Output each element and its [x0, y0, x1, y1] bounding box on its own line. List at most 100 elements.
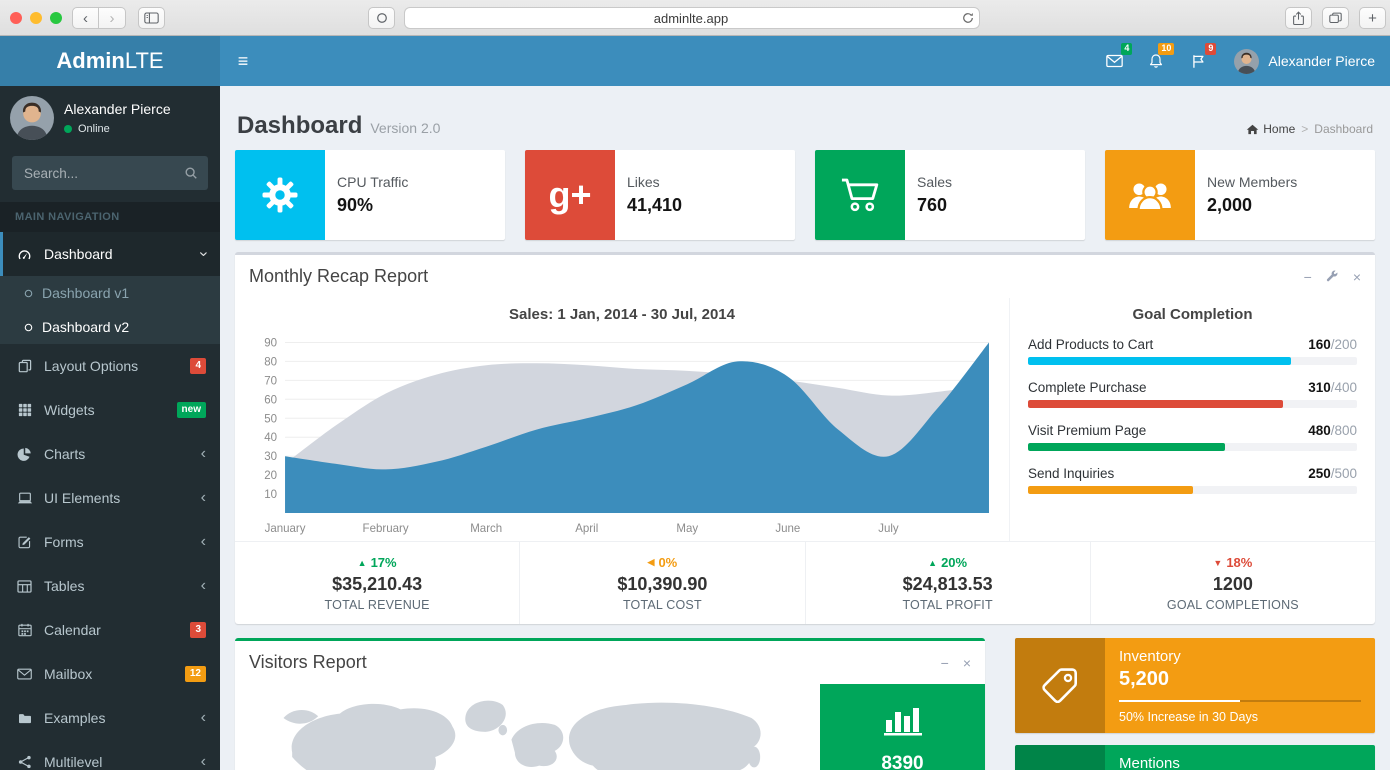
- user-menu[interactable]: Alexander Pierce: [1219, 36, 1390, 86]
- cart-icon: [815, 150, 905, 240]
- stat-total-profit: ▲ 20% $24,813.53 TOTAL PROFIT: [806, 542, 1091, 624]
- browser-new-tab-button[interactable]: +: [1359, 7, 1386, 29]
- window-minimize-button[interactable]: [30, 12, 42, 24]
- goal-completion-panel: Goal Completion Add Products to Cart 160…: [1010, 298, 1375, 541]
- circle-icon: [376, 13, 387, 23]
- search-button[interactable]: [174, 156, 208, 190]
- info-box-sales: Sales 760: [815, 150, 1085, 240]
- close-button[interactable]: ×: [1353, 270, 1361, 284]
- forward-icon: ›: [109, 9, 115, 27]
- page-title: Dashboard: [237, 112, 363, 139]
- svg-text:March: March: [470, 523, 502, 535]
- goal-item: Send Inquiries 250/500: [1028, 466, 1357, 494]
- sidebar-item-multilevel[interactable]: Multilevel ‹: [0, 740, 220, 770]
- app-navbar: Admin LTE ≡ 4 10 9 Alexander Pierce: [0, 36, 1390, 86]
- submenu-item-label: Dashboard v2: [42, 319, 130, 335]
- users-icon: [1105, 150, 1195, 240]
- sidebar-user-status: Online: [64, 123, 171, 135]
- info-box-value: 90%: [337, 195, 374, 215]
- sidebar-item-widgets[interactable]: Widgets new: [0, 388, 220, 432]
- inventory-box: Inventory 5,200 50% Increase in 30 Days: [1015, 638, 1375, 733]
- goal-value: 480: [1308, 423, 1331, 438]
- stat-total-revenue: ▲ 17% $35,210.43 TOTAL REVENUE: [235, 542, 521, 624]
- sidebar-item-label: Forms: [44, 534, 84, 550]
- close-button[interactable]: ×: [963, 656, 971, 670]
- svg-text:February: February: [363, 523, 409, 535]
- sidebar-item-dashboard-v1[interactable]: Dashboard v1: [0, 276, 220, 310]
- breadcrumb-home-link[interactable]: Home: [1246, 122, 1295, 136]
- sidebar-item-dashboard[interactable]: Dashboard ‹: [0, 232, 220, 276]
- info-box-label: New Members: [1207, 174, 1298, 190]
- layout-options-badge: 4: [190, 358, 206, 374]
- progress-bar: [1028, 357, 1357, 365]
- close-icon: ×: [1352, 268, 1361, 285]
- window-zoom-button[interactable]: [50, 12, 62, 24]
- side-box-description: 50% Increase in 30 Days: [1119, 710, 1258, 724]
- svg-text:May: May: [676, 523, 698, 535]
- browser-tabs-overview-button[interactable]: [1322, 7, 1349, 29]
- progress-bar: [1119, 700, 1361, 702]
- dashboard-submenu: Dashboard v1 Dashboard v2: [0, 276, 220, 344]
- window-close-button[interactable]: [10, 12, 22, 24]
- pie-chart-icon: [15, 447, 34, 462]
- url-input[interactable]: [405, 10, 957, 26]
- sidebar-item-forms[interactable]: Forms ‹: [0, 520, 220, 564]
- submenu-item-label: Dashboard v1: [42, 285, 130, 301]
- online-dot-icon: [64, 125, 72, 133]
- chevron-down-icon: ‹: [194, 251, 212, 257]
- user-avatar: [1234, 48, 1260, 74]
- address-bar[interactable]: [404, 7, 980, 29]
- sidebar-item-examples[interactable]: Examples ‹: [0, 696, 220, 740]
- goal-value: 310: [1308, 380, 1331, 395]
- browser-sidebar-toggle-button[interactable]: [138, 7, 165, 29]
- tasks-menu[interactable]: 9: [1177, 36, 1219, 86]
- sidebar-item-tables[interactable]: Tables ‹: [0, 564, 220, 608]
- refresh-button[interactable]: [957, 12, 979, 24]
- monthly-recap-box: Monthly Recap Report − × Sales: 1 Jan, 2…: [235, 252, 1375, 624]
- search-input[interactable]: [12, 156, 174, 190]
- chevron-left-icon: ‹: [200, 753, 206, 770]
- stat-label: TOTAL REVENUE: [324, 598, 430, 612]
- sidebar-item-label: Multilevel: [44, 754, 103, 770]
- stat-label: GOAL COMPLETIONS: [1166, 598, 1299, 612]
- progress-bar: [1028, 443, 1357, 451]
- sidebar-collapse-button[interactable]: ≡: [220, 36, 266, 86]
- collapse-button[interactable]: −: [941, 656, 949, 670]
- caret-up-icon: ▲: [928, 557, 938, 568]
- sidebar-item-ui-elements[interactable]: UI Elements ‹: [0, 476, 220, 520]
- info-box-value: 41,410: [627, 195, 683, 215]
- notifications-menu[interactable]: 10: [1135, 36, 1177, 86]
- stat-value: $10,390.90: [617, 574, 708, 594]
- sidebar-item-charts[interactable]: Charts ‹: [0, 432, 220, 476]
- goal-total: /500: [1330, 466, 1357, 481]
- sidebar-item-mailbox[interactable]: Mailbox 12: [0, 652, 220, 696]
- sidebar-item-calendar[interactable]: Calendar 3: [0, 608, 220, 652]
- caret-left-icon: ◀: [647, 557, 655, 567]
- info-box-value: 760: [917, 195, 948, 215]
- browser-forward-button[interactable]: ›: [99, 7, 126, 29]
- chevron-left-icon: ‹: [200, 489, 206, 506]
- collapse-button[interactable]: −: [1304, 270, 1312, 284]
- app-logo[interactable]: Admin LTE: [0, 36, 220, 86]
- world-map: [235, 684, 820, 770]
- browser-page-settings-button[interactable]: [368, 7, 395, 29]
- stat-total-cost: ◀ 0% $10,390.90 TOTAL COST: [520, 542, 806, 624]
- hamburger-icon: ≡: [237, 50, 249, 71]
- files-icon: [15, 359, 34, 373]
- browser-back-button[interactable]: ‹: [72, 7, 99, 29]
- sidebar-item-label: Tables: [44, 578, 85, 594]
- messages-menu[interactable]: 4: [1093, 36, 1135, 86]
- dashboard-icon: [15, 247, 34, 262]
- laptop-icon: [15, 492, 34, 505]
- settings-button[interactable]: [1326, 270, 1339, 283]
- sidebar-item-label: Widgets: [44, 402, 95, 418]
- sales-area-chart: 10 20 30 40 50 60 70 80 90 January February March Ap…: [264, 338, 989, 535]
- sidebar-item-dashboard-v2[interactable]: Dashboard v2: [0, 310, 220, 344]
- goal-item: Complete Purchase 310/400: [1028, 380, 1357, 408]
- user-name: Alexander Pierce: [1268, 53, 1375, 69]
- tasks-badge: 9: [1205, 43, 1217, 55]
- tag-icon: [1015, 638, 1105, 733]
- browser-share-button[interactable]: [1285, 7, 1312, 29]
- sidebar-item-layout-options[interactable]: Layout Options 4: [0, 344, 220, 388]
- sidebar-icon: [144, 12, 159, 24]
